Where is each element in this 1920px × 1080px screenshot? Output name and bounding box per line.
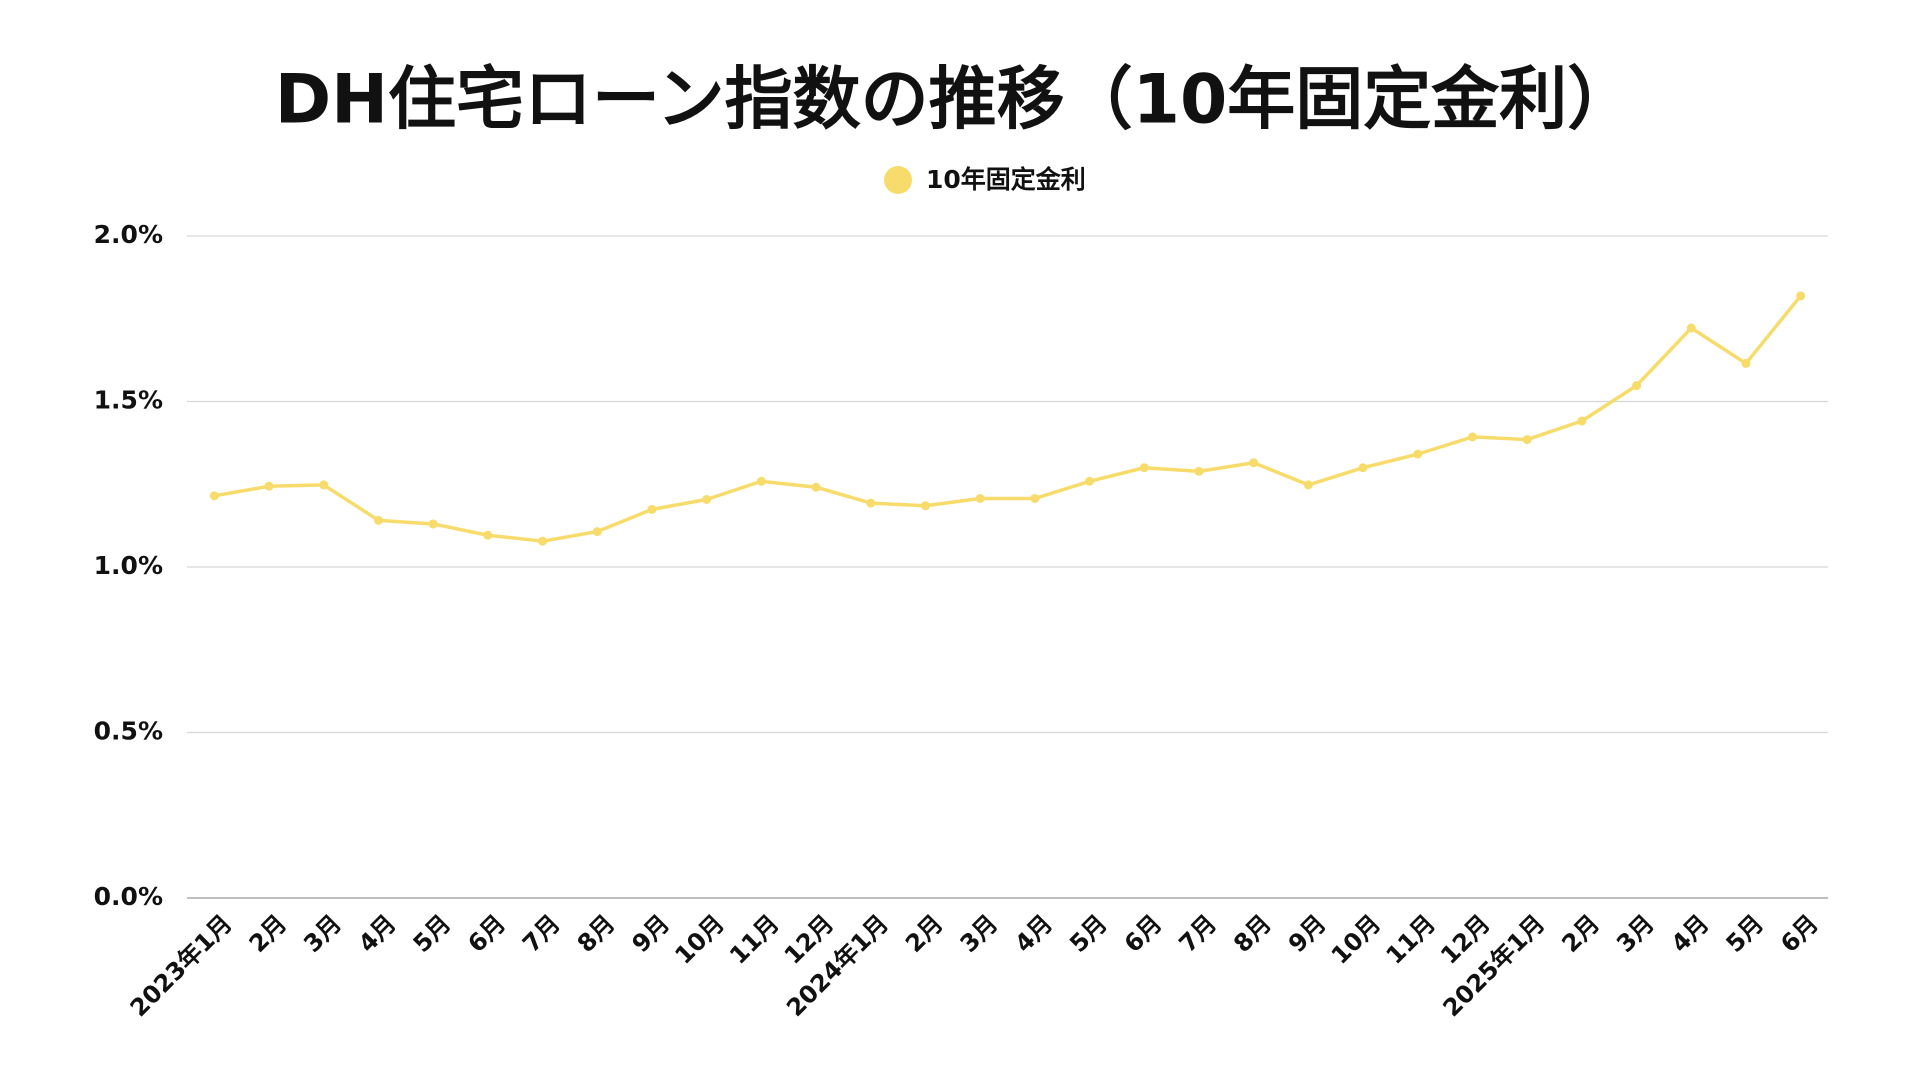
y-tick-label: 2.0% [94,220,163,249]
data-point [264,481,274,491]
data-point [702,494,712,504]
data-point [1796,291,1806,301]
x-tick-label: 8月 [572,909,621,958]
x-tick-label: 3月 [1611,909,1660,958]
data-point [1522,435,1532,445]
x-tick-label: 11月 [724,909,784,969]
x-tick-label: 7月 [517,909,566,958]
data-point [1741,358,1751,368]
data-point [1686,323,1696,333]
x-tick-label: 6月 [1775,909,1824,958]
data-point [1085,476,1095,486]
x-tick-label: 2月 [900,909,949,958]
x-tick-label: 4月 [1666,909,1715,958]
x-tick-label: 2月 [1556,909,1605,958]
x-tick-label: 7月 [1174,909,1223,958]
x-tick-label: 11月 [1381,909,1441,969]
x-tick-label: 4月 [1009,909,1058,958]
x-tick-label: 6月 [462,909,511,958]
data-point [920,501,930,511]
x-tick-label: 3月 [955,909,1004,958]
data-point [373,515,383,525]
legend-label: 10年固定金利 [926,165,1086,194]
data-point [592,527,602,537]
y-tick-label: 1.0% [94,551,163,580]
x-tick-label: 10月 [669,909,729,969]
data-point [209,491,219,501]
data-point [756,476,766,486]
data-point [1030,493,1040,503]
data-point [866,498,876,508]
data-point [1577,416,1587,426]
data-point [319,480,329,490]
x-tick-label: 4月 [353,909,402,958]
data-point [428,519,438,529]
x-tick-label: 5月 [408,909,457,958]
data-point [1249,458,1259,468]
y-tick-label: 1.5% [94,386,163,415]
data-point [811,482,821,492]
y-tick-label: 0.5% [94,717,163,746]
data-point [1358,463,1368,473]
legend-marker [884,166,912,194]
data-point [1194,466,1204,476]
y-tick-label: 0.0% [94,882,163,911]
x-tick-label: 9月 [1283,909,1332,958]
data-point [538,536,548,546]
data-point [647,504,657,514]
series-line [214,294,1803,543]
x-tick-label: 5月 [1721,909,1770,958]
data-point [1467,432,1477,442]
x-tick-label: 6月 [1119,909,1168,958]
x-tick-label: 3月 [298,909,347,958]
data-point [483,530,493,540]
data-point [1139,463,1149,473]
chart-title: DH住宅ローン指数の推移（10年固定金利） [275,61,1636,140]
x-tick-label: 2月 [244,909,293,958]
x-tick-label: 5月 [1064,909,1113,958]
x-tick-label: 9月 [627,909,676,958]
data-point [975,493,985,503]
data-point [1413,449,1423,459]
data-point [1632,381,1642,391]
x-tick-label: 10月 [1326,909,1386,969]
data-point [1303,480,1313,490]
x-tick-label: 2023年1月 [125,909,238,1022]
x-tick-label: 8月 [1228,909,1277,958]
